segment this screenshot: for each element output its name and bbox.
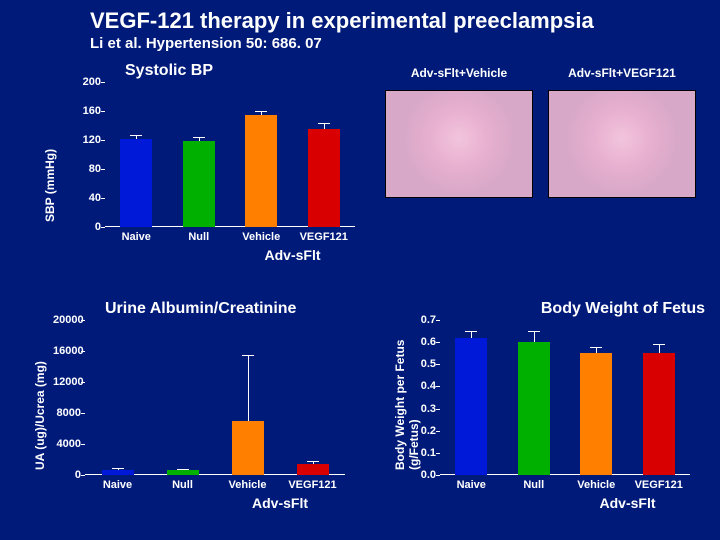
chart-body-weight: Body Weight of FetusBody Weight per Fetu…	[385, 300, 705, 515]
y-tick-label: 4000	[53, 438, 81, 450]
slide: VEGF-121 therapy in experimental preecla…	[0, 0, 720, 540]
y-tick-label: 8000	[53, 407, 81, 419]
error-cap	[528, 331, 540, 332]
x-category-label: Null	[173, 231, 225, 243]
bar	[167, 470, 199, 475]
x-category-label: Vehicle	[570, 479, 622, 491]
error-cap	[242, 355, 254, 356]
error-cap	[465, 331, 477, 332]
error-bar	[534, 331, 535, 342]
y-tick-label: 0	[53, 469, 81, 481]
error-cap	[307, 461, 319, 462]
bar	[580, 353, 612, 475]
y-axis-label: SBP (mmHg)	[43, 77, 57, 222]
chart-title: Urine Albumin/Creatinine	[105, 300, 296, 318]
error-cap	[112, 468, 124, 469]
bar	[308, 129, 340, 227]
bar	[245, 115, 277, 227]
x-group-label: Adv-sFlt	[215, 495, 345, 511]
histology-left-label: Adv-sFlt+Vehicle	[385, 66, 533, 80]
bar	[102, 470, 134, 475]
x-category-label: Null	[508, 479, 560, 491]
y-tick-label: 0.5	[408, 358, 436, 370]
x-category-label: Vehicle	[235, 231, 287, 243]
error-bar	[659, 344, 660, 353]
x-category-label: Naive	[92, 479, 144, 491]
x-category-label: Naive	[445, 479, 497, 491]
histology-image-left	[385, 90, 533, 198]
error-cap	[193, 137, 205, 138]
y-tick-label: 12000	[53, 376, 81, 388]
x-category-label: Vehicle	[222, 479, 274, 491]
bar	[455, 338, 487, 475]
chart-title: Body Weight of Fetus	[541, 300, 705, 318]
error-cap	[590, 347, 602, 348]
y-tick-label: 0.0	[408, 469, 436, 481]
y-tick-label: 0.6	[408, 336, 436, 348]
x-category-label: VEGF121	[287, 479, 339, 491]
x-group-label: Adv-sFlt	[565, 495, 690, 511]
bar	[120, 139, 152, 227]
y-tick-label: 120	[73, 134, 101, 146]
bar	[518, 342, 550, 475]
y-tick-label: 0.4	[408, 380, 436, 392]
y-tick-label: 0.1	[408, 447, 436, 459]
y-axis-label: UA (ug)/Ucrea (mg)	[33, 315, 47, 470]
citation: Li et al. Hypertension 50: 686. 07	[90, 35, 322, 52]
bar	[643, 353, 675, 475]
chart-title: Systolic BP	[125, 62, 213, 80]
page-title: VEGF-121 therapy in experimental preecla…	[90, 8, 594, 34]
error-cap	[177, 469, 189, 470]
y-tick-label: 160	[73, 105, 101, 117]
y-tick-label: 20000	[53, 314, 81, 326]
histology-image-right	[548, 90, 696, 198]
chart-urine-albumin: Urine Albumin/Creatinine UA (ug)/Ucrea (m…	[25, 300, 355, 515]
error-cap	[130, 135, 142, 136]
y-tick-label: 16000	[53, 345, 81, 357]
y-tick-label: 0.3	[408, 403, 436, 415]
error-cap	[255, 111, 267, 112]
y-tick-label: 0.2	[408, 425, 436, 437]
bar	[297, 464, 329, 475]
error-bar	[248, 355, 249, 421]
x-group-label: Adv-sFlt	[230, 247, 355, 263]
y-tick-label: 0	[73, 221, 101, 233]
bar	[232, 421, 264, 475]
error-cap	[318, 123, 330, 124]
x-category-label: VEGF121	[633, 479, 685, 491]
y-tick-label: 200	[73, 76, 101, 88]
y-tick-label: 0.7	[408, 314, 436, 326]
histology-right-label: Adv-sFlt+VEGF121	[548, 66, 696, 80]
x-category-label: VEGF121	[298, 231, 350, 243]
y-tick-label: 80	[73, 163, 101, 175]
x-category-label: Null	[157, 479, 209, 491]
error-cap	[653, 344, 665, 345]
plot-area	[85, 320, 345, 475]
bar	[183, 141, 215, 227]
chart-systolic-bp: Systolic BP SBP (mmHg) 0 40 80 120 160 200 Naive…	[35, 62, 355, 262]
y-tick-label: 40	[73, 192, 101, 204]
x-category-label: Naive	[110, 231, 162, 243]
